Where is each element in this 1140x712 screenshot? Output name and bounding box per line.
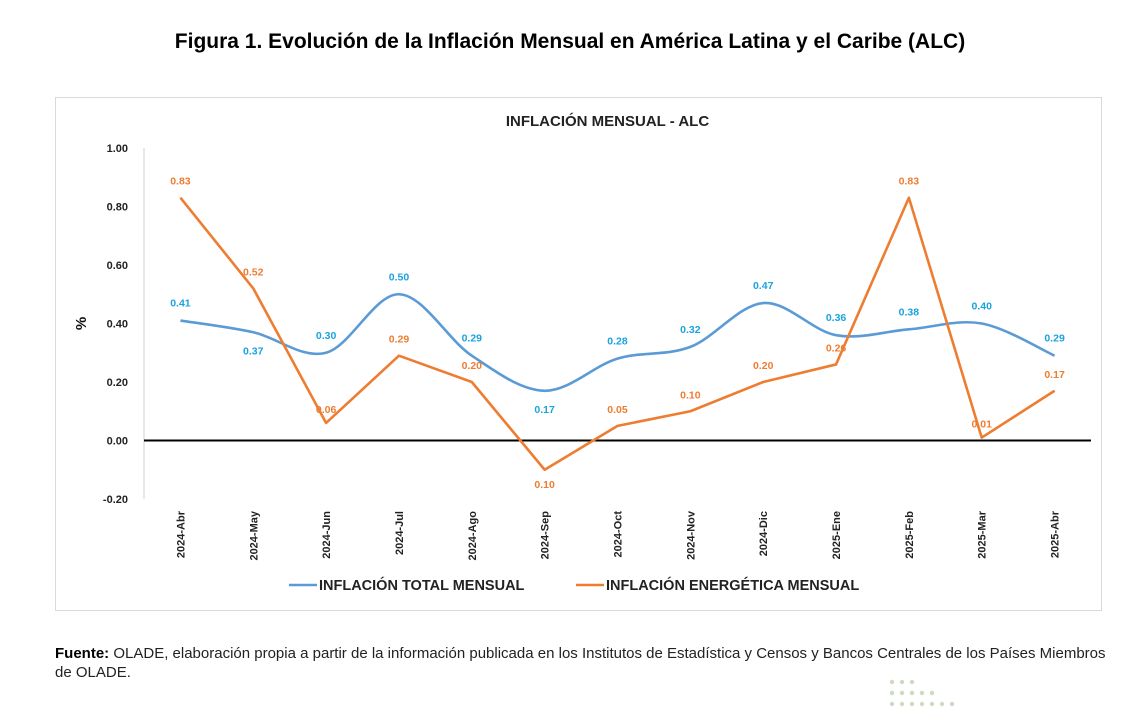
source-label: Fuente:	[55, 645, 109, 662]
decor-dot	[920, 702, 924, 706]
data-label: 0.47	[753, 280, 774, 292]
y-tick-label: 0.00	[107, 436, 128, 448]
data-label: 0.01	[972, 419, 993, 431]
x-tick-label: 2024-Dic	[758, 511, 770, 556]
data-label: 0.17	[1044, 369, 1065, 381]
x-tick-label: 2025-Mar	[977, 510, 989, 558]
chart-title: INFLACIÓN MENSUAL - ALC	[506, 112, 709, 130]
data-label: 0.10	[534, 479, 555, 491]
data-label: 0.17	[534, 404, 555, 416]
x-tick-label: 2025-Ene	[831, 511, 843, 559]
data-label: 0.20	[753, 360, 774, 372]
x-tick-label: 2024-Abr	[175, 510, 187, 558]
x-tick-label: 2024-Oct	[613, 511, 625, 558]
figure-title: Figura 1. Evolución de la Inflación Mens…	[0, 30, 1140, 54]
data-label: 0.10	[680, 389, 701, 401]
data-label: 0.38	[899, 306, 920, 318]
y-tick-label: 1.00	[107, 143, 128, 155]
series-line-energy	[180, 198, 1054, 470]
x-tick-label: 2024-Jul	[394, 511, 406, 555]
y-tick-label: 0.60	[107, 260, 128, 272]
data-label: 0.30	[316, 330, 337, 342]
decor-dot	[950, 702, 954, 706]
decor-dot	[910, 680, 914, 684]
data-label: 0.29	[462, 333, 483, 345]
y-tick-label: 0.40	[107, 319, 128, 331]
source-note: Fuente: OLADE, elaboración propia a part…	[55, 644, 1115, 682]
data-label: 0.83	[899, 176, 920, 188]
x-tick-label: 2024-May	[248, 510, 260, 560]
data-label: 0.20	[462, 360, 483, 372]
decor-dot	[890, 680, 894, 684]
data-label: 0.36	[826, 312, 847, 324]
decorative-dots-icon	[888, 678, 978, 712]
x-tick-label: 2025-Feb	[904, 511, 916, 559]
data-label: 0.41	[170, 298, 191, 310]
data-label: 0.37	[243, 345, 264, 357]
data-label: 0.83	[170, 176, 191, 188]
decor-dot	[900, 702, 904, 706]
decor-dot	[910, 691, 914, 695]
x-tick-label: 2024-Jun	[321, 511, 333, 559]
data-label: 0.29	[1044, 333, 1065, 345]
legend-label-energy: INFLACIÓN ENERGÉTICA MENSUAL	[606, 576, 859, 594]
decor-dot	[890, 691, 894, 695]
decor-dot	[930, 691, 934, 695]
decor-dot	[930, 702, 934, 706]
y-tick-label: -0.20	[103, 494, 128, 506]
x-tick-label: 2024-Nov	[685, 510, 697, 560]
source-text: OLADE, elaboración propia a partir de la…	[55, 645, 1106, 681]
legend-label-total: INFLACIÓN TOTAL MENSUAL	[319, 576, 525, 594]
x-tick-label: 2025-Abr	[1050, 510, 1062, 558]
decor-dot	[900, 680, 904, 684]
data-label: 0.52	[243, 266, 264, 278]
line-chart: INFLACIÓN MENSUAL - ALC 1.00 0.80 0.60 0.40 0…	[56, 98, 1101, 610]
y-tick-label: 0.20	[107, 377, 128, 389]
data-label: 0.05	[607, 404, 628, 416]
y-tick-label: 0.80	[107, 202, 128, 214]
data-label: 0.26	[826, 342, 847, 354]
y-axis-label: %	[73, 317, 90, 330]
decor-dot	[920, 691, 924, 695]
data-label: 0.32	[680, 324, 701, 336]
x-tick-label: 2024-Sep	[540, 511, 552, 560]
decor-dot	[890, 702, 894, 706]
data-label: 0.06	[316, 404, 337, 416]
decor-dot	[910, 702, 914, 706]
data-label: 0.50	[389, 271, 410, 283]
decor-dot	[900, 691, 904, 695]
x-tick-label: 2024-Ago	[467, 511, 479, 561]
data-label: 0.29	[389, 334, 410, 346]
data-label: 0.40	[972, 301, 993, 313]
data-label: 0.28	[607, 336, 628, 348]
chart-frame: INFLACIÓN MENSUAL - ALC 1.00 0.80 0.60 0.40 0…	[55, 97, 1102, 611]
decor-dot	[940, 702, 944, 706]
